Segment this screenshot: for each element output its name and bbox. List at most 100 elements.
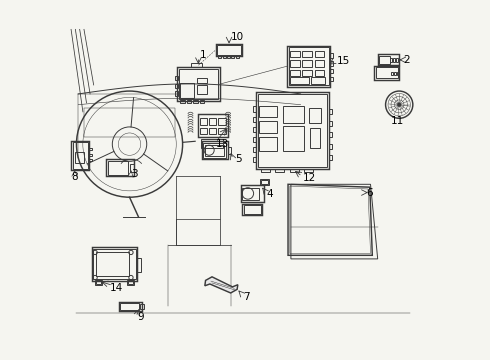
Bar	[304, 168, 313, 172]
Bar	[127, 280, 134, 285]
Bar	[219, 118, 225, 125]
Bar	[89, 154, 92, 156]
Bar	[329, 155, 332, 160]
Bar	[330, 61, 333, 66]
Bar	[137, 258, 141, 272]
Bar	[236, 55, 239, 58]
Bar	[375, 67, 398, 78]
Bar	[302, 69, 312, 76]
Bar	[200, 100, 204, 103]
Bar	[71, 140, 89, 170]
Bar	[95, 280, 101, 285]
Bar	[96, 252, 129, 276]
Bar	[253, 136, 256, 142]
Bar	[92, 247, 137, 281]
Bar	[243, 204, 262, 215]
Bar	[219, 55, 221, 58]
Bar	[330, 77, 333, 81]
Bar	[228, 147, 231, 154]
Bar	[329, 109, 332, 114]
Bar	[379, 56, 390, 64]
Bar	[329, 144, 332, 149]
Bar	[310, 128, 320, 148]
Text: 12: 12	[302, 173, 316, 183]
Bar	[129, 164, 134, 172]
Bar	[179, 69, 218, 99]
Bar	[289, 47, 329, 85]
Text: 3: 3	[131, 168, 138, 179]
Bar	[74, 152, 84, 163]
Bar	[197, 114, 228, 137]
Bar	[89, 159, 92, 161]
Bar	[227, 55, 230, 58]
Bar	[140, 304, 144, 309]
Bar	[309, 108, 321, 123]
Text: 6: 6	[366, 188, 373, 198]
Bar	[283, 126, 304, 151]
Bar	[175, 91, 177, 96]
Bar	[392, 72, 393, 75]
Text: 14: 14	[109, 283, 122, 293]
Bar	[329, 121, 332, 126]
Bar	[330, 53, 333, 58]
Text: 10: 10	[231, 32, 244, 41]
Bar	[89, 148, 92, 150]
Bar	[290, 77, 309, 84]
Bar	[253, 147, 256, 152]
Bar	[330, 69, 333, 73]
Text: 5: 5	[235, 154, 242, 164]
Bar	[378, 54, 399, 65]
Bar	[73, 142, 88, 168]
Bar	[315, 60, 324, 67]
Bar	[128, 280, 133, 284]
Text: 15: 15	[337, 56, 350, 66]
Text: 7: 7	[243, 292, 250, 302]
Bar	[119, 302, 142, 311]
Text: 9: 9	[137, 312, 144, 322]
Bar	[200, 118, 207, 125]
Bar	[258, 94, 327, 167]
Bar	[397, 72, 399, 75]
Bar	[393, 58, 395, 62]
Bar	[217, 45, 242, 55]
Bar	[180, 100, 185, 103]
Bar	[390, 58, 392, 62]
Bar	[275, 168, 285, 172]
Text: 2: 2	[403, 55, 410, 65]
Bar	[261, 180, 269, 184]
Polygon shape	[205, 277, 238, 293]
Bar	[205, 145, 224, 156]
Bar	[396, 58, 398, 62]
Bar	[202, 141, 228, 159]
Bar	[253, 107, 256, 112]
Text: 11: 11	[391, 116, 404, 126]
Bar	[260, 179, 270, 185]
Bar	[180, 83, 194, 98]
Bar	[302, 60, 312, 67]
Text: 1: 1	[200, 50, 207, 60]
Bar	[219, 128, 225, 134]
Bar	[290, 51, 299, 57]
Bar	[203, 143, 226, 158]
Bar	[242, 188, 259, 200]
Bar	[302, 51, 312, 57]
Bar	[201, 139, 223, 148]
Bar	[175, 76, 177, 80]
Bar	[93, 249, 136, 279]
Bar	[196, 78, 207, 83]
Text: 8: 8	[72, 172, 78, 182]
Bar	[315, 69, 324, 76]
Bar	[253, 127, 256, 132]
Bar	[394, 72, 396, 75]
Bar	[290, 60, 299, 67]
Bar	[244, 206, 261, 214]
Bar	[108, 161, 128, 175]
Bar	[106, 159, 134, 176]
Bar	[175, 84, 177, 88]
Bar	[253, 157, 256, 162]
Bar	[187, 100, 191, 103]
Bar	[209, 118, 216, 125]
Bar	[374, 66, 399, 80]
Bar	[256, 92, 329, 169]
Circle shape	[397, 103, 401, 107]
